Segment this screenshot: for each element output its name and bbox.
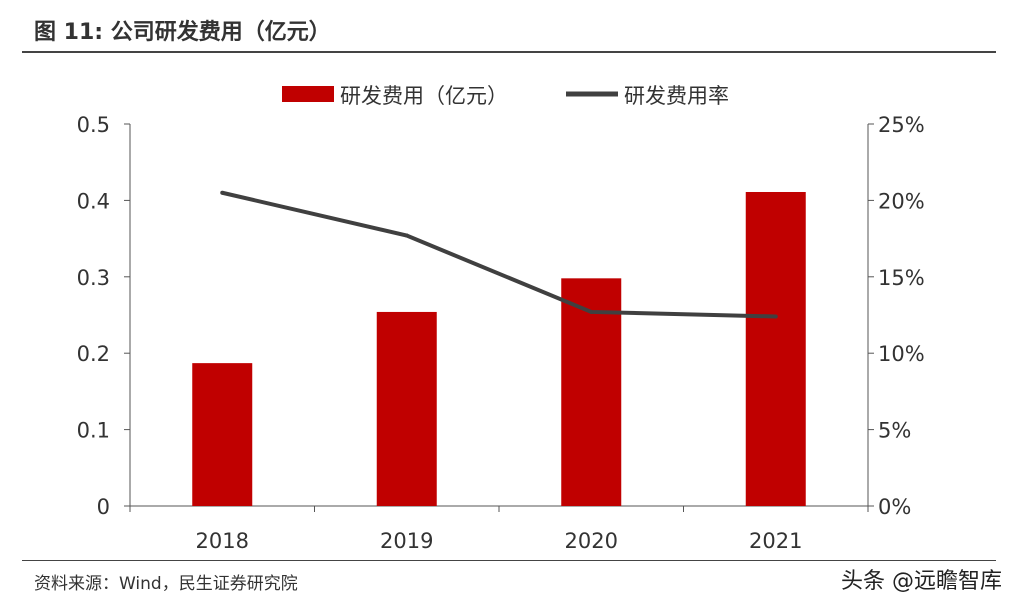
chart-title: 图 11: 公司研发费用（亿元） [34, 20, 331, 45]
right-tick-label: 5% [878, 419, 911, 443]
source-rule [22, 560, 996, 561]
x-tick-label: 2019 [380, 529, 433, 553]
right-tick-label: 25% [878, 113, 925, 137]
x-tick-label: 2018 [196, 529, 249, 553]
rate-point-2018 [220, 190, 225, 195]
right-tick-label: 10% [878, 342, 925, 366]
rate-point-2021 [773, 314, 778, 319]
rate-point-2019 [404, 233, 409, 238]
left-tick-label: 0.4 [77, 189, 110, 213]
rate-point-2020 [589, 309, 594, 314]
rate-line [221, 190, 776, 319]
source-note: 资料来源：Wind，民生证券研究院 [34, 574, 298, 594]
left-tick-label: 0.5 [77, 113, 110, 137]
legend-line-label: 研发费用率 [624, 84, 729, 108]
left-tick-label: 0 [97, 495, 110, 519]
bar-2019 [376, 311, 437, 506]
title-rule [22, 51, 996, 53]
x-tick-label: 2020 [565, 529, 618, 553]
legend-bar-label: 研发费用（亿元） [340, 84, 508, 108]
left-tick-label: 0.1 [77, 419, 110, 443]
left-tick-label: 0.3 [77, 266, 110, 290]
bar-2020 [561, 278, 622, 506]
x-tick-label: 2021 [749, 529, 802, 553]
right-tick-label: 20% [878, 189, 925, 213]
right-tick-label: 0% [878, 495, 911, 519]
right-tick-label: 15% [878, 266, 925, 290]
bar-2021 [745, 191, 806, 506]
legend-bar-swatch [282, 86, 334, 102]
bar-2018 [192, 363, 253, 506]
watermark: 头条 @远瞻智库 [841, 569, 1002, 594]
left-tick-label: 0.2 [77, 342, 110, 366]
